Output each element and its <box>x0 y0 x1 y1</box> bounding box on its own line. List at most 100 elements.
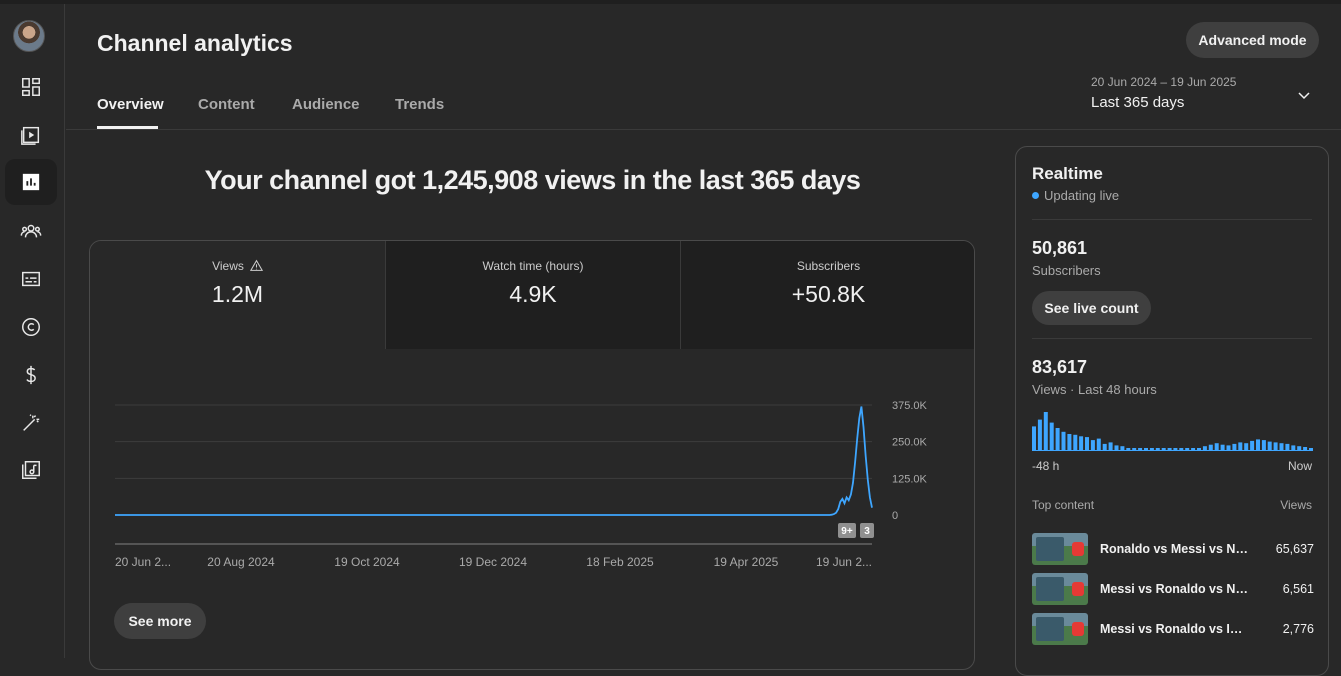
hourly-bar[interactable] <box>1138 448 1143 450</box>
tab-trends[interactable]: Trends <box>395 96 445 113</box>
customization-icon <box>23 414 40 431</box>
metric-watch-time-label: Watch time (hours) <box>482 259 584 273</box>
hourly-bar[interactable] <box>1303 447 1308 450</box>
metric-subscribers[interactable]: Subscribers +50.8K <box>680 241 974 349</box>
video-thumbnail <box>1032 573 1088 605</box>
x-tick-label: 20 Aug 2024 <box>207 555 275 569</box>
x-tick-label: 19 Jun 2... <box>816 555 872 569</box>
views-series-line[interactable] <box>115 406 873 516</box>
header-divider <box>66 129 1341 130</box>
channel-avatar[interactable] <box>13 20 45 52</box>
hourly-bar[interactable] <box>1073 434 1078 450</box>
sidebar-item-community[interactable] <box>5 208 57 254</box>
chevron-down-icon[interactable] <box>1296 87 1312 103</box>
metric-watch-time-value: 4.9K <box>509 281 557 307</box>
hourly-bar[interactable] <box>1126 448 1131 450</box>
hourly-bar[interactable] <box>1108 442 1113 450</box>
hourly-bar[interactable] <box>1032 426 1036 450</box>
hourly-bar[interactable] <box>1202 446 1207 450</box>
sidebar-item-dashboard[interactable] <box>5 64 57 110</box>
hourly-bar[interactable] <box>1273 442 1278 450</box>
tab-content[interactable]: Content <box>198 96 255 113</box>
top-content-row[interactable]: Messi vs Ronaldo vs IShowSpeed 2,776 <box>1032 613 1314 647</box>
hourly-bar[interactable] <box>1267 441 1272 450</box>
video-title: Messi vs Ronaldo vs IShowSpeed <box>1100 622 1250 636</box>
sidebar-item-subtitles[interactable] <box>5 256 57 302</box>
hourly-bar[interactable] <box>1114 445 1119 450</box>
metric-views-label-row: Views <box>90 259 385 273</box>
video-views: 6,561 <box>1282 582 1314 596</box>
sidebar-item-content[interactable] <box>5 112 57 158</box>
hourly-bar[interactable] <box>1291 445 1296 450</box>
realtime-subscribers-label: Subscribers <box>1032 263 1101 278</box>
hourly-bar[interactable] <box>1067 434 1072 450</box>
hourly-bar[interactable] <box>1214 443 1219 450</box>
hourly-bar[interactable] <box>1061 431 1066 450</box>
hourly-bar[interactable] <box>1279 443 1284 450</box>
hourly-bar[interactable] <box>1055 428 1060 450</box>
hourly-bar[interactable] <box>1191 448 1196 450</box>
video-thumbnail <box>1032 613 1088 645</box>
hourly-bar[interactable] <box>1261 440 1266 450</box>
y-tick-label: 375.0K <box>892 400 928 412</box>
hourly-bar[interactable] <box>1208 444 1213 450</box>
hourly-bar[interactable] <box>1155 448 1160 450</box>
hourly-bar[interactable] <box>1256 439 1260 450</box>
hourly-bar[interactable] <box>1149 448 1154 450</box>
hourly-bar[interactable] <box>1120 446 1125 450</box>
metric-watch-time[interactable]: Watch time (hours) 4.9K <box>385 241 680 349</box>
sidebar-item-copyright[interactable] <box>5 304 57 350</box>
see-more-button[interactable]: See more <box>114 603 206 639</box>
top-content-row[interactable]: Ronaldo vs Messi vs Neymar 65,637 <box>1032 533 1314 567</box>
hourly-bar[interactable] <box>1079 436 1084 450</box>
sidebar-item-analytics[interactable] <box>5 159 57 205</box>
hourly-bar[interactable] <box>1238 442 1243 450</box>
hourly-bar[interactable] <box>1144 448 1148 450</box>
date-preset-label[interactable]: Last 365 days <box>1091 94 1185 111</box>
realtime-status: Updating live <box>1032 188 1119 203</box>
chart-marker-badge[interactable] <box>838 523 856 538</box>
hourly-bar[interactable] <box>1244 443 1249 450</box>
metric-views[interactable]: Views 1.2M <box>90 241 385 349</box>
hourly-bar[interactable] <box>1309 448 1313 450</box>
hourly-bar[interactable] <box>1173 448 1178 450</box>
video-views: 65,637 <box>1275 542 1314 556</box>
hourly-bar[interactable] <box>1185 448 1190 450</box>
hourly-bar[interactable] <box>1102 443 1107 450</box>
hourly-bar[interactable] <box>1179 448 1184 450</box>
tab-overview[interactable]: Overview <box>97 96 164 113</box>
x-tick-label: 19 Dec 2024 <box>459 555 527 569</box>
x-tick-label: 20 Jun 2... <box>115 555 171 569</box>
hourly-bar[interactable] <box>1232 443 1237 450</box>
mini-axis-start: -48 h <box>1032 459 1060 473</box>
hourly-bar[interactable] <box>1167 448 1172 450</box>
see-live-count-button[interactable]: See live count <box>1032 291 1151 325</box>
realtime-hourly-chart[interactable] <box>1032 411 1313 451</box>
hourly-bar[interactable] <box>1161 448 1166 450</box>
sidebar-item-audio-library[interactable] <box>5 447 57 493</box>
hourly-bar[interactable] <box>1197 448 1201 450</box>
hourly-bar[interactable] <box>1220 444 1225 450</box>
hourly-bar[interactable] <box>1226 445 1231 450</box>
top-content-row[interactable]: Messi vs Ronaldo vs Neymar 6,561 <box>1032 573 1314 607</box>
y-tick-label: 125.0K <box>892 473 928 485</box>
advanced-mode-button[interactable]: Advanced mode <box>1186 22 1319 58</box>
hourly-bar[interactable] <box>1132 448 1137 450</box>
hourly-bar[interactable] <box>1285 443 1290 450</box>
hourly-bar[interactable] <box>1049 422 1054 450</box>
hourly-bar[interactable] <box>1085 437 1089 450</box>
date-range-text[interactable]: 20 Jun 2024 – 19 Jun 2025 <box>1091 75 1237 89</box>
chart-marker-label: 9+ <box>841 526 853 537</box>
sidebar-item-earn[interactable] <box>5 352 57 398</box>
chart-marker-badge[interactable] <box>860 523 874 538</box>
hourly-bar[interactable] <box>1096 438 1101 450</box>
earn-icon <box>26 365 36 385</box>
hourly-bar[interactable] <box>1043 412 1048 450</box>
hourly-bar[interactable] <box>1037 419 1042 450</box>
sidebar-item-customization[interactable] <box>5 400 57 446</box>
tab-audience[interactable]: Audience <box>292 96 360 113</box>
hourly-bar[interactable] <box>1090 440 1095 450</box>
hourly-bar[interactable] <box>1250 440 1255 450</box>
views-line-chart[interactable]: 375.0K 250.0K 125.0K 0 9+ 3 20 Jun 2... 20 Aug … <box>90 349 975 589</box>
hourly-bar[interactable] <box>1297 446 1302 450</box>
